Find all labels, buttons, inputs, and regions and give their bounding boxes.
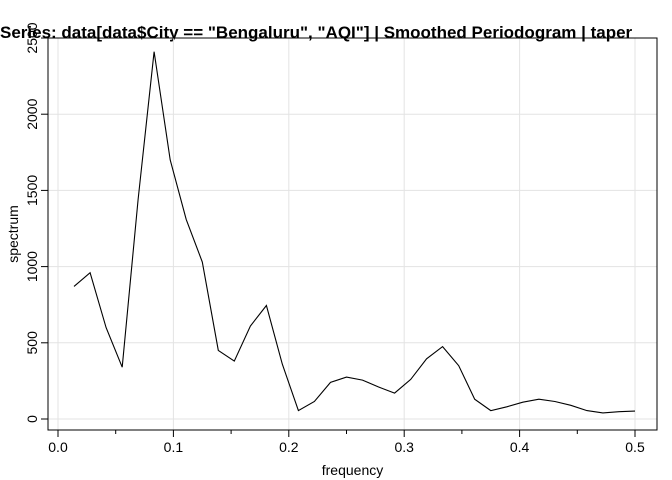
x-tick-label: 0.3 bbox=[394, 439, 414, 455]
series-line bbox=[73, 51, 636, 414]
y-axis-label: spectrum bbox=[5, 205, 21, 263]
y-tick-label: 1000 bbox=[24, 251, 40, 282]
plot-area bbox=[73, 51, 636, 414]
x-axis: 0.0 0.1 0.2 0.3 0.4 0.5 bbox=[48, 430, 645, 455]
x-tick-label: 0.0 bbox=[48, 439, 68, 455]
y-tick-label: 2000 bbox=[24, 98, 40, 129]
x-axis-label: frequency bbox=[322, 462, 383, 478]
x-tick-label: 0.4 bbox=[510, 439, 530, 455]
x-tick-label: 0.5 bbox=[625, 439, 645, 455]
y-tick-label: 1500 bbox=[24, 175, 40, 206]
x-tick-label: 0.2 bbox=[279, 439, 299, 455]
grid bbox=[48, 37, 657, 430]
x-tick-label: 0.1 bbox=[164, 439, 184, 455]
y-tick-label: 500 bbox=[24, 331, 40, 355]
y-tick-label: 0 bbox=[24, 415, 40, 423]
chart-title: Series: data[data$City == "Bengaluru", "… bbox=[0, 23, 633, 42]
plot-frame bbox=[47, 37, 658, 431]
y-axis: 0 500 1000 1500 2000 2500 bbox=[24, 22, 48, 423]
y-tick-label: 2500 bbox=[24, 22, 40, 53]
